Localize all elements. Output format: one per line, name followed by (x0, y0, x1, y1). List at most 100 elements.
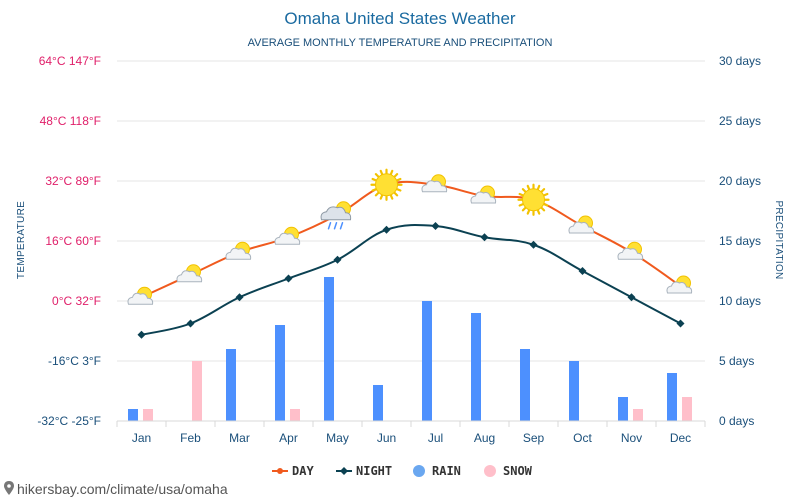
partly-cloudy-icon (666, 275, 693, 294)
rain-bar (569, 361, 579, 421)
right-tick-label: 15 days (719, 234, 761, 248)
snow-bar (633, 409, 643, 421)
rain-bar (618, 397, 628, 421)
x-axis-ticks: Jan Feb Mar Apr May Jun Jul Aug Sep Oct Nov Dec (116, 420, 706, 445)
y-axis-label-precipitation: PRECIPITATION (773, 200, 784, 279)
sun-ray (370, 168, 403, 201)
rain-bar (226, 349, 236, 421)
legend-label: DAY (292, 464, 314, 478)
left-tick-label: -16°C 3°F (48, 354, 101, 368)
legend-item-snow: SNOW (484, 464, 533, 478)
snow-bar (682, 397, 692, 421)
partly-cloudy-icon (176, 264, 203, 283)
night-point (676, 319, 685, 328)
x-tick-label: Dec (670, 431, 691, 445)
source-url: hikersbay.com/climate/usa/omaha (17, 481, 228, 497)
night-point (480, 233, 489, 242)
legend-item-night: NIGHT (336, 464, 392, 478)
legend-label: RAIN (432, 464, 461, 478)
cloud-shape (225, 247, 252, 260)
x-tick-label: Feb (180, 431, 201, 445)
partly-cloudy-icon (274, 226, 301, 245)
x-tick-label: Oct (573, 431, 592, 445)
cloud-shape (470, 191, 497, 204)
rain-bar (128, 409, 138, 421)
partly-cloudy-icon (470, 185, 497, 204)
legend-swatch (413, 465, 425, 477)
partly-cloudy-icon (225, 241, 252, 260)
y-axis-label-temperature: TEMPERATURE (16, 201, 27, 279)
chart-title: Omaha United States Weather (284, 9, 516, 28)
x-tick-label: Apr (279, 431, 298, 445)
x-tick-label: Sep (523, 431, 545, 445)
right-tick-label: 25 days (719, 114, 761, 128)
partly-cloudy-icon (568, 215, 595, 234)
legend: DAY NIGHT RAIN SNOW (272, 464, 533, 478)
x-tick-label: May (326, 431, 349, 445)
x-tick-label: Nov (621, 431, 642, 445)
rain-bar (324, 277, 334, 421)
precipitation-bars (128, 277, 692, 421)
night-temperature-line (141, 223, 681, 336)
rain-bar (275, 325, 285, 421)
night-point (186, 319, 195, 328)
legend-item-rain: RAIN (413, 464, 461, 478)
legend-marker (340, 467, 348, 475)
x-tick-label: Jan (132, 431, 151, 445)
x-tick-label: Aug (474, 431, 495, 445)
rain-bar (373, 385, 383, 421)
sun-disc (375, 173, 398, 197)
left-axis-ticks: 64°C 147°F 48°C 118°F 32°C 89°F 16°C 60°F 0°… (37, 54, 101, 428)
night-point (333, 255, 342, 264)
legend-label: NIGHT (356, 464, 392, 478)
cloud-shape (666, 281, 693, 294)
partly-cloudy-icon (421, 174, 448, 193)
sun-ray (517, 183, 550, 216)
legend-label: SNOW (503, 464, 533, 478)
left-tick-label: 64°C 147°F (39, 54, 101, 68)
night-point (382, 225, 391, 234)
sunny-icon (517, 183, 550, 216)
sunny-icon (370, 168, 403, 201)
night-point (235, 293, 244, 302)
left-tick-label: 32°C 89°F (45, 174, 101, 188)
left-tick-label: 48°C 118°F (40, 114, 101, 128)
right-tick-label: 20 days (719, 174, 761, 188)
chart-subtitle: AVERAGE MONTHLY TEMPERATURE AND PRECIPIT… (248, 37, 553, 49)
legend-marker (277, 468, 283, 474)
cloud-shape (127, 292, 154, 305)
rain-bar (422, 301, 432, 421)
cloud-shape (568, 221, 595, 234)
night-point (578, 267, 587, 275)
left-tick-label: 0°C 32°F (52, 294, 101, 308)
night-point (529, 240, 538, 249)
snow-bar (192, 361, 202, 421)
location-pin-icon (4, 481, 14, 495)
cloud-shape (274, 232, 301, 245)
right-tick-label: 30 days (719, 54, 761, 68)
left-tick-label: 16°C 60°F (45, 234, 101, 248)
partly-cloudy-icon (127, 286, 154, 305)
legend-item-day: DAY (272, 464, 314, 478)
rain-bar (520, 349, 530, 421)
right-tick-label: 0 days (719, 414, 754, 428)
partly-cloudy-icon (617, 241, 644, 260)
rain-drops (327, 222, 344, 230)
right-tick-label: 5 days (719, 354, 754, 368)
rain-bar (667, 373, 677, 421)
temperature-lines (137, 180, 685, 339)
night-point (137, 330, 146, 339)
gridlines (117, 60, 705, 422)
right-tick-label: 10 days (719, 294, 761, 308)
night-point (627, 293, 636, 302)
snow-bar (290, 409, 300, 421)
cloud-shape (617, 247, 644, 260)
weather-icons (127, 168, 693, 305)
snow-bar (143, 409, 153, 421)
cloud-shape (320, 206, 352, 221)
x-tick-label: Mar (229, 431, 250, 445)
source-link[interactable]: hikersbay.com/climate/usa/omaha (4, 481, 228, 497)
night-point (431, 222, 440, 230)
left-tick-label: -32°C -25°F (37, 414, 101, 428)
